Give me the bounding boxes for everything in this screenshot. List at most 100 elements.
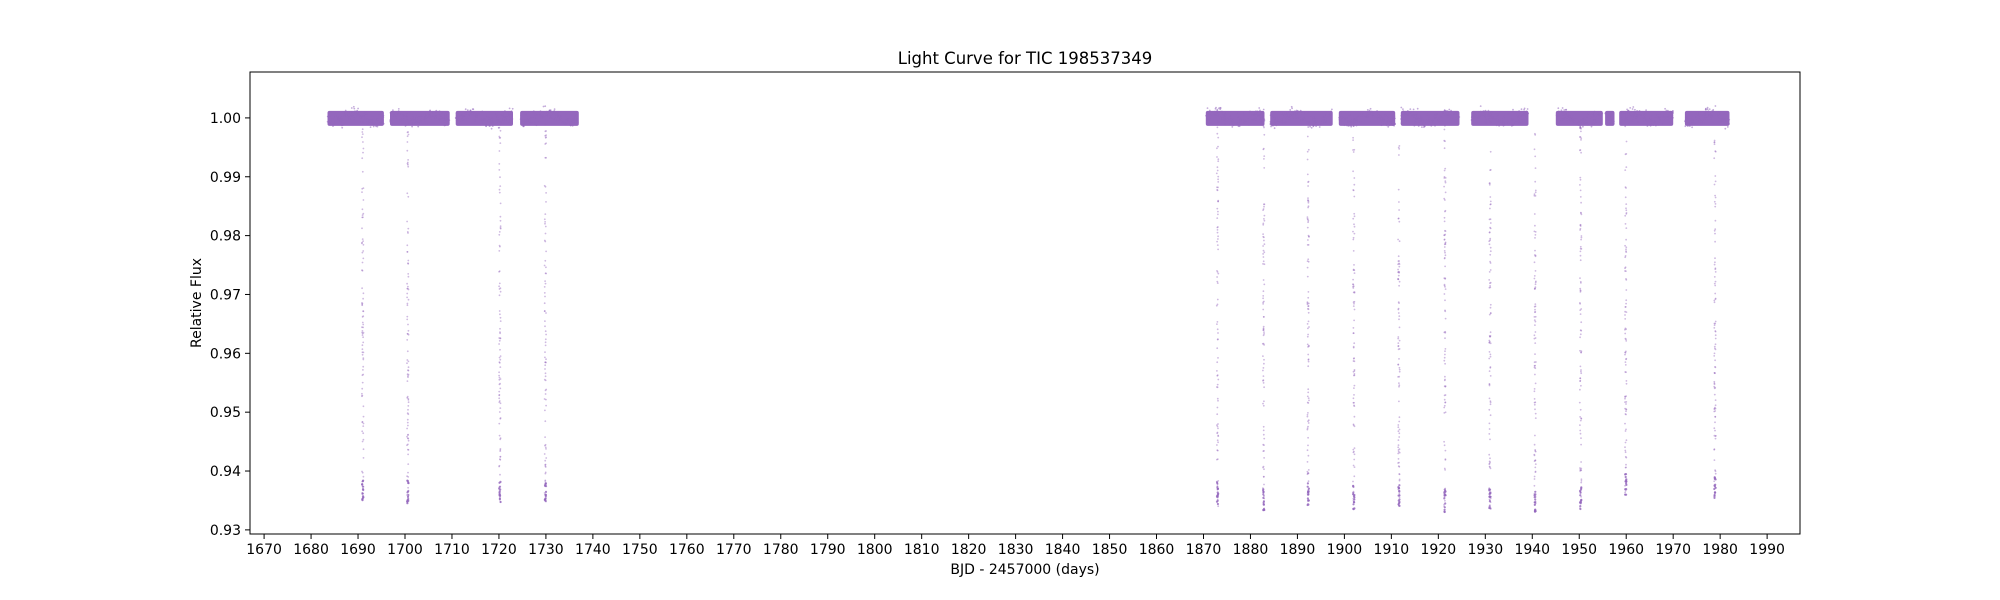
flux-point: [1432, 118, 1434, 121]
transit-point: [361, 316, 364, 318]
transit-point: [543, 310, 546, 313]
transit-point: [1624, 337, 1627, 340]
transit-point: [1579, 289, 1582, 292]
flux-point: [1419, 113, 1422, 116]
transit-point: [1625, 270, 1627, 272]
transit-point: [407, 401, 410, 404]
transit-point: [1489, 366, 1492, 368]
transit-point: [544, 282, 547, 285]
transit-point: [1215, 495, 1219, 498]
flux-point: [1714, 105, 1717, 107]
flux-point: [1362, 114, 1365, 117]
transit-point: [1307, 296, 1310, 299]
transit-point: [407, 259, 410, 262]
transit-point: [1261, 342, 1264, 345]
transit-point: [1713, 345, 1716, 348]
transit-point: [498, 270, 500, 273]
transit-point: [1624, 223, 1627, 225]
transit-point: [544, 272, 547, 275]
transit-point: [1580, 481, 1583, 484]
flux-point: [1688, 125, 1691, 127]
flux-point: [457, 118, 460, 120]
y-tick-label: 0.93: [210, 523, 241, 539]
flux-point: [1378, 120, 1381, 122]
transit-point: [1353, 319, 1355, 322]
transit-point: [1216, 189, 1218, 191]
transit-point: [1714, 415, 1717, 418]
transit-point: [1306, 415, 1309, 418]
transit-point: [1397, 430, 1400, 433]
flux-point: [1413, 115, 1415, 118]
flux-point: [424, 119, 427, 122]
flux-point: [438, 110, 441, 113]
flux-point: [1306, 121, 1309, 123]
flux-point: [1456, 113, 1459, 116]
transit-point: [1580, 238, 1582, 241]
transit-point: [498, 397, 501, 400]
flux-point: [1650, 119, 1653, 121]
transit-point: [1624, 351, 1626, 354]
transit-point: [1713, 372, 1716, 374]
flux-point: [420, 114, 422, 117]
transit-point: [1580, 467, 1583, 470]
transit-point: [361, 131, 364, 133]
transit-point: [361, 321, 364, 324]
flux-point: [532, 110, 535, 113]
transit-point: [406, 500, 409, 503]
flux-point: [408, 123, 411, 125]
flux-point: [1571, 117, 1574, 120]
x-tick-label: 1690: [340, 542, 376, 558]
flux-point: [350, 113, 353, 116]
flux-point: [1591, 112, 1594, 115]
transit-point: [362, 297, 364, 300]
transit-point: [1352, 301, 1355, 304]
flux-point: [376, 118, 379, 121]
flux-point: [1497, 115, 1500, 118]
flux-segment: [1470, 105, 1530, 127]
transit-point: [406, 412, 409, 415]
transit-point: [544, 444, 546, 447]
transit-point: [362, 240, 364, 243]
transit-point: [1443, 508, 1446, 511]
transit-point: [1534, 459, 1537, 462]
flux-point: [341, 124, 344, 126]
transit-point: [1307, 244, 1310, 246]
flux-point: [1557, 116, 1560, 118]
flux-point: [1719, 111, 1722, 114]
transit-point: [1397, 494, 1400, 497]
flux-point: [364, 117, 367, 120]
transit-point: [1579, 280, 1582, 283]
flux-point: [525, 113, 527, 116]
transit-point: [407, 195, 410, 198]
transit-point: [1624, 186, 1627, 189]
transit-point: [545, 266, 547, 269]
transit-point: [1352, 269, 1355, 271]
transit-point: [1262, 450, 1265, 452]
transit-point: [361, 395, 363, 398]
flux-point: [1441, 120, 1443, 123]
transit-point: [1579, 225, 1582, 227]
transit-point: [1306, 216, 1309, 219]
flux-point: [326, 120, 329, 123]
flux-point: [1238, 120, 1241, 123]
transit-point: [407, 493, 410, 497]
flux-point: [1712, 121, 1714, 124]
transit-point: [498, 490, 501, 493]
transit-point: [498, 191, 501, 194]
transit-point: [1489, 239, 1491, 242]
transit-point: [1353, 264, 1355, 266]
transit-point: [407, 131, 409, 133]
transit-point: [1307, 327, 1309, 330]
transit-point: [1488, 370, 1491, 372]
transit: [543, 123, 548, 503]
transit-point: [1262, 489, 1265, 492]
transit-point: [1353, 225, 1356, 228]
flux-point: [1428, 115, 1430, 118]
flux-point: [1487, 122, 1489, 125]
flux-point: [1583, 121, 1586, 124]
transit-point: [1262, 148, 1265, 151]
flux-point: [1426, 115, 1428, 118]
transit-point: [1534, 450, 1537, 453]
flux-point: [1259, 112, 1262, 115]
transit-point: [362, 415, 365, 418]
